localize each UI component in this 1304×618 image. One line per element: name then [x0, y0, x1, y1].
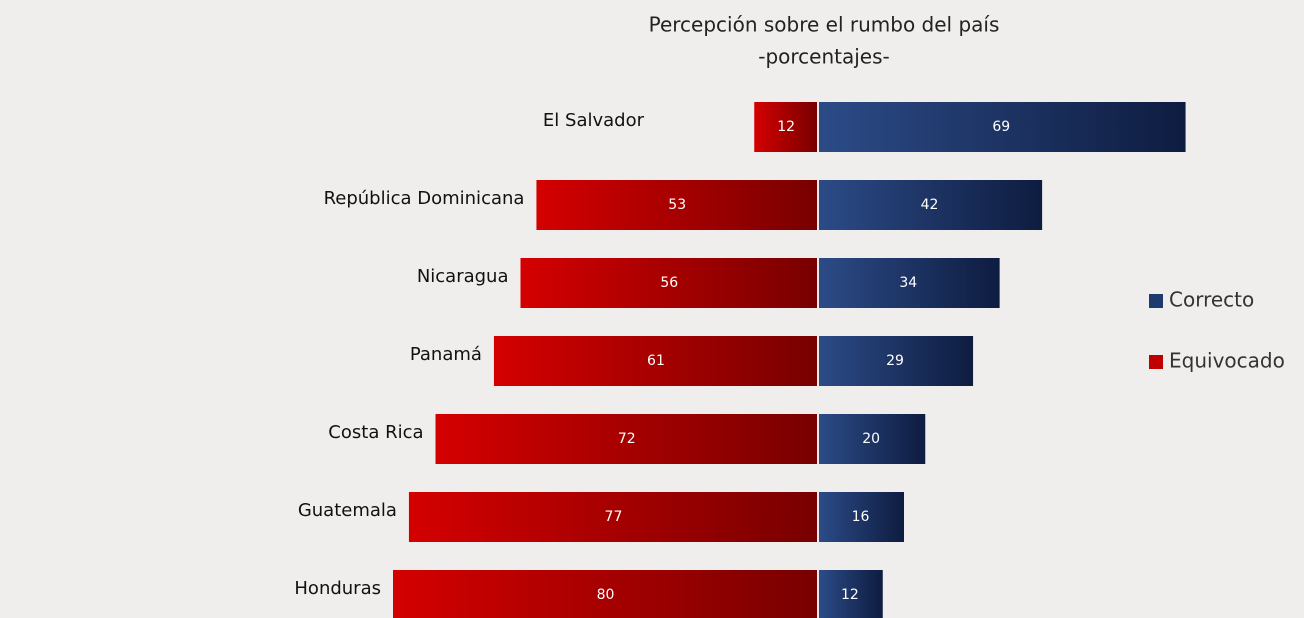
- value-label: 20: [862, 431, 880, 447]
- chart-subtitle: -porcentajes-: [758, 45, 890, 69]
- legend-label: Equivocado: [1169, 349, 1285, 373]
- value-label: 77: [605, 509, 623, 525]
- value-label: 56: [660, 275, 678, 291]
- value-label: 72: [618, 431, 636, 447]
- legend-swatch: [1149, 294, 1163, 308]
- value-label: 42: [921, 197, 939, 213]
- value-label: 53: [668, 197, 686, 213]
- value-label: 12: [841, 587, 859, 603]
- value-label: 61: [647, 353, 665, 369]
- chart-title: Percepción sobre el rumbo del país: [649, 13, 1000, 37]
- category-label: Honduras: [294, 578, 381, 599]
- value-label: 34: [899, 275, 917, 291]
- category-label: Nicaragua: [417, 266, 509, 287]
- value-label: 16: [852, 509, 870, 525]
- category-label: Panamá: [410, 344, 482, 365]
- legend-swatch: [1149, 355, 1163, 369]
- legend-label: Correcto: [1169, 288, 1254, 312]
- category-label: El Salvador: [543, 110, 645, 131]
- value-label: 69: [992, 119, 1010, 135]
- value-label: 12: [777, 119, 795, 135]
- category-label: República Dominicana: [324, 188, 525, 209]
- value-label: 80: [597, 587, 615, 603]
- category-label: Costa Rica: [328, 422, 423, 443]
- chart: Percepción sobre el rumbo del país -porc…: [0, 0, 1304, 618]
- category-label: Guatemala: [298, 500, 397, 521]
- value-label: 29: [886, 353, 904, 369]
